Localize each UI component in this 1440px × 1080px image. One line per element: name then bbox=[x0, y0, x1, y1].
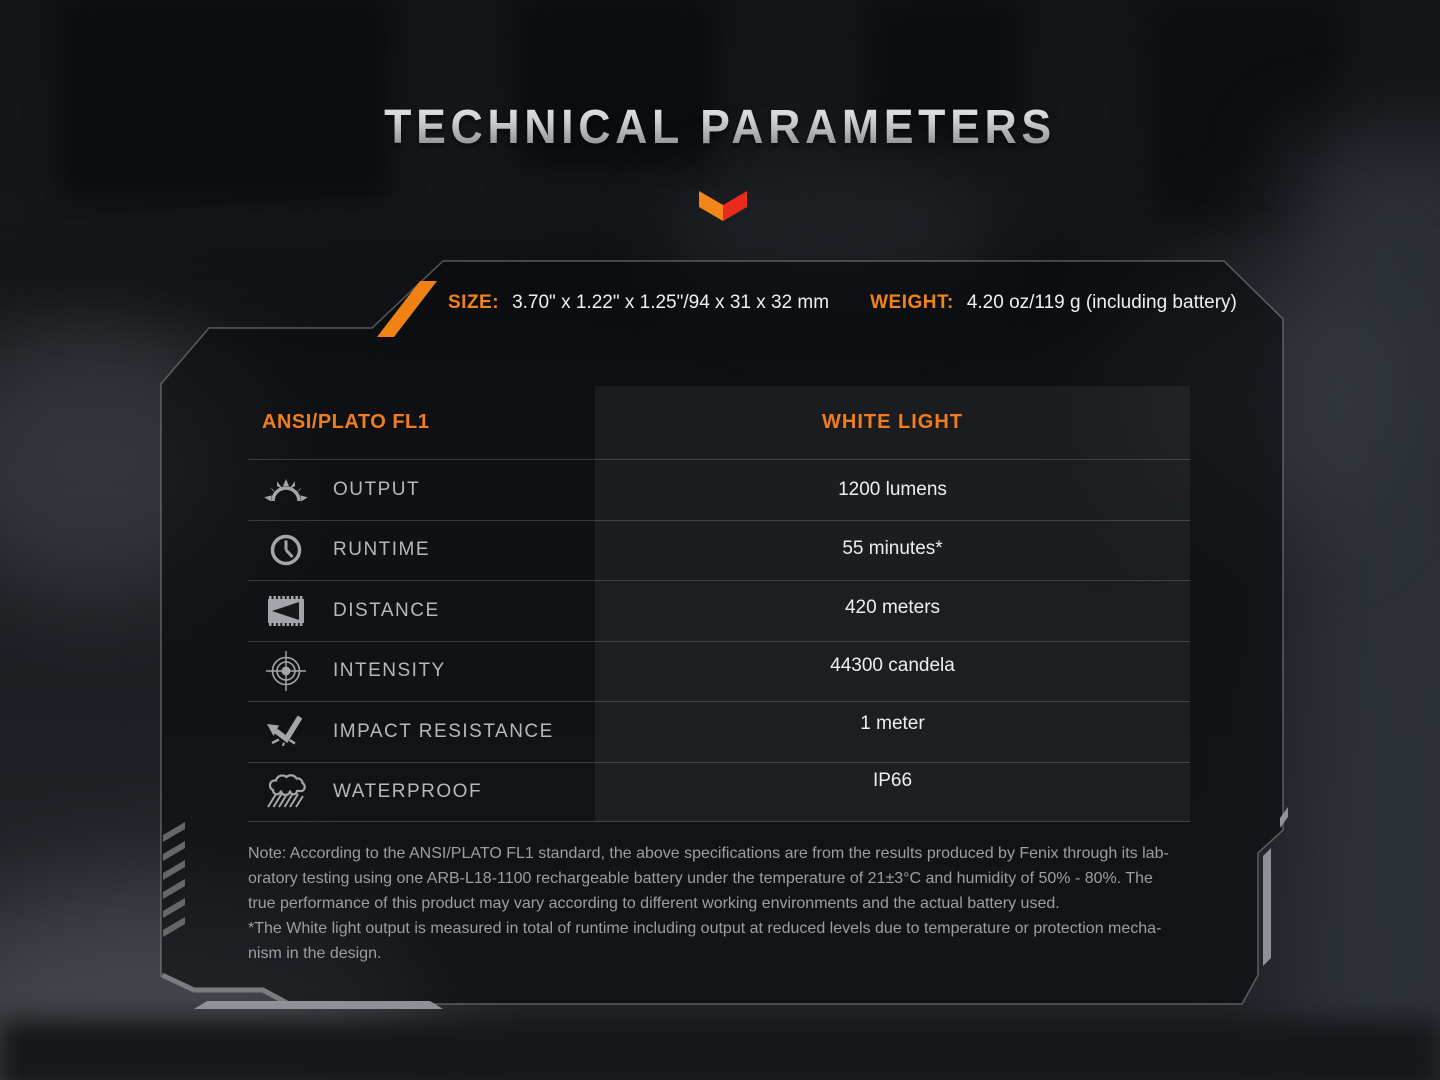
row-value: 1200 lumens bbox=[838, 478, 947, 500]
footnote: Note: According to the ANSI/PLATO FL1 st… bbox=[248, 841, 1223, 966]
sunrise-output-icon bbox=[262, 468, 312, 512]
table-body: OUTPUT 1200 lumens RUNTIME 55 minutes* bbox=[248, 459, 1190, 822]
clock-runtime-icon bbox=[262, 528, 312, 572]
row-label: DISTANCE bbox=[333, 599, 440, 621]
row-label: IMPACT RESISTANCE bbox=[333, 720, 554, 742]
bg-blob bbox=[60, 0, 390, 200]
table-row: WATERPROOF IP66 bbox=[248, 761, 1190, 822]
weight-label: WEIGHT: bbox=[870, 292, 954, 313]
bg-blob bbox=[0, 1020, 1440, 1080]
dimensions-line: SIZE: 3.70" x 1.22" x 1.25"/94 x 31 x 32… bbox=[448, 289, 1237, 317]
footnote-line: oratory testing using one ARB-L18-1100 r… bbox=[248, 870, 1153, 887]
table-row: IMPACT RESISTANCE 1 meter bbox=[248, 701, 1190, 762]
table-row: DISTANCE 420 meters bbox=[248, 580, 1190, 641]
size-label: SIZE: bbox=[448, 292, 500, 313]
bg-blob bbox=[0, 320, 260, 600]
impact-arrow-icon bbox=[262, 710, 312, 754]
footnote-line: nism in the design. bbox=[248, 945, 382, 962]
rain-cloud-icon bbox=[262, 770, 312, 814]
row-value: 1 meter bbox=[860, 712, 925, 734]
row-label: WATERPROOF bbox=[333, 780, 483, 802]
footnote-line: Note: According to the ANSI/PLATO FL1 st… bbox=[248, 845, 1169, 862]
target-intensity-icon bbox=[262, 649, 312, 693]
page-title: TECHNICAL PARAMETERS bbox=[50, 96, 1389, 160]
bg-blob bbox=[870, 0, 1020, 140]
table-row: INTENSITY 44300 candela bbox=[248, 640, 1190, 702]
footnote-line: true performance of this product may var… bbox=[248, 895, 1060, 912]
row-value: 44300 candela bbox=[830, 655, 955, 677]
table-header-row: ANSI/PLATO FL1 WHITE LIGHT bbox=[248, 386, 1190, 459]
table-row: RUNTIME 55 minutes* bbox=[248, 519, 1190, 581]
flag-distance-icon bbox=[262, 589, 312, 633]
row-label: RUNTIME bbox=[333, 539, 431, 561]
row-value: IP66 bbox=[872, 769, 913, 791]
bg-blob bbox=[515, 0, 715, 170]
column-header-white-light: WHITE LIGHT bbox=[822, 411, 963, 433]
weight-value: 4.20 oz/119 g (including battery) bbox=[966, 292, 1237, 313]
row-value: 420 meters bbox=[844, 596, 941, 618]
row-label: OUTPUT bbox=[333, 478, 421, 500]
footnote-line: *The White light output is measured in t… bbox=[248, 920, 1162, 937]
table-row: OUTPUT 1200 lumens bbox=[248, 459, 1190, 520]
spec-table: ANSI/PLATO FL1 WHITE LIGHT bbox=[248, 386, 1190, 823]
row-label: INTENSITY bbox=[333, 660, 446, 682]
white-light-column-background bbox=[595, 386, 1190, 822]
standard-header: ANSI/PLATO FL1 bbox=[262, 411, 430, 433]
size-value: 3.70" x 1.22" x 1.25"/94 x 31 x 32 mm bbox=[512, 292, 830, 313]
row-value: 55 minutes* bbox=[842, 538, 943, 560]
